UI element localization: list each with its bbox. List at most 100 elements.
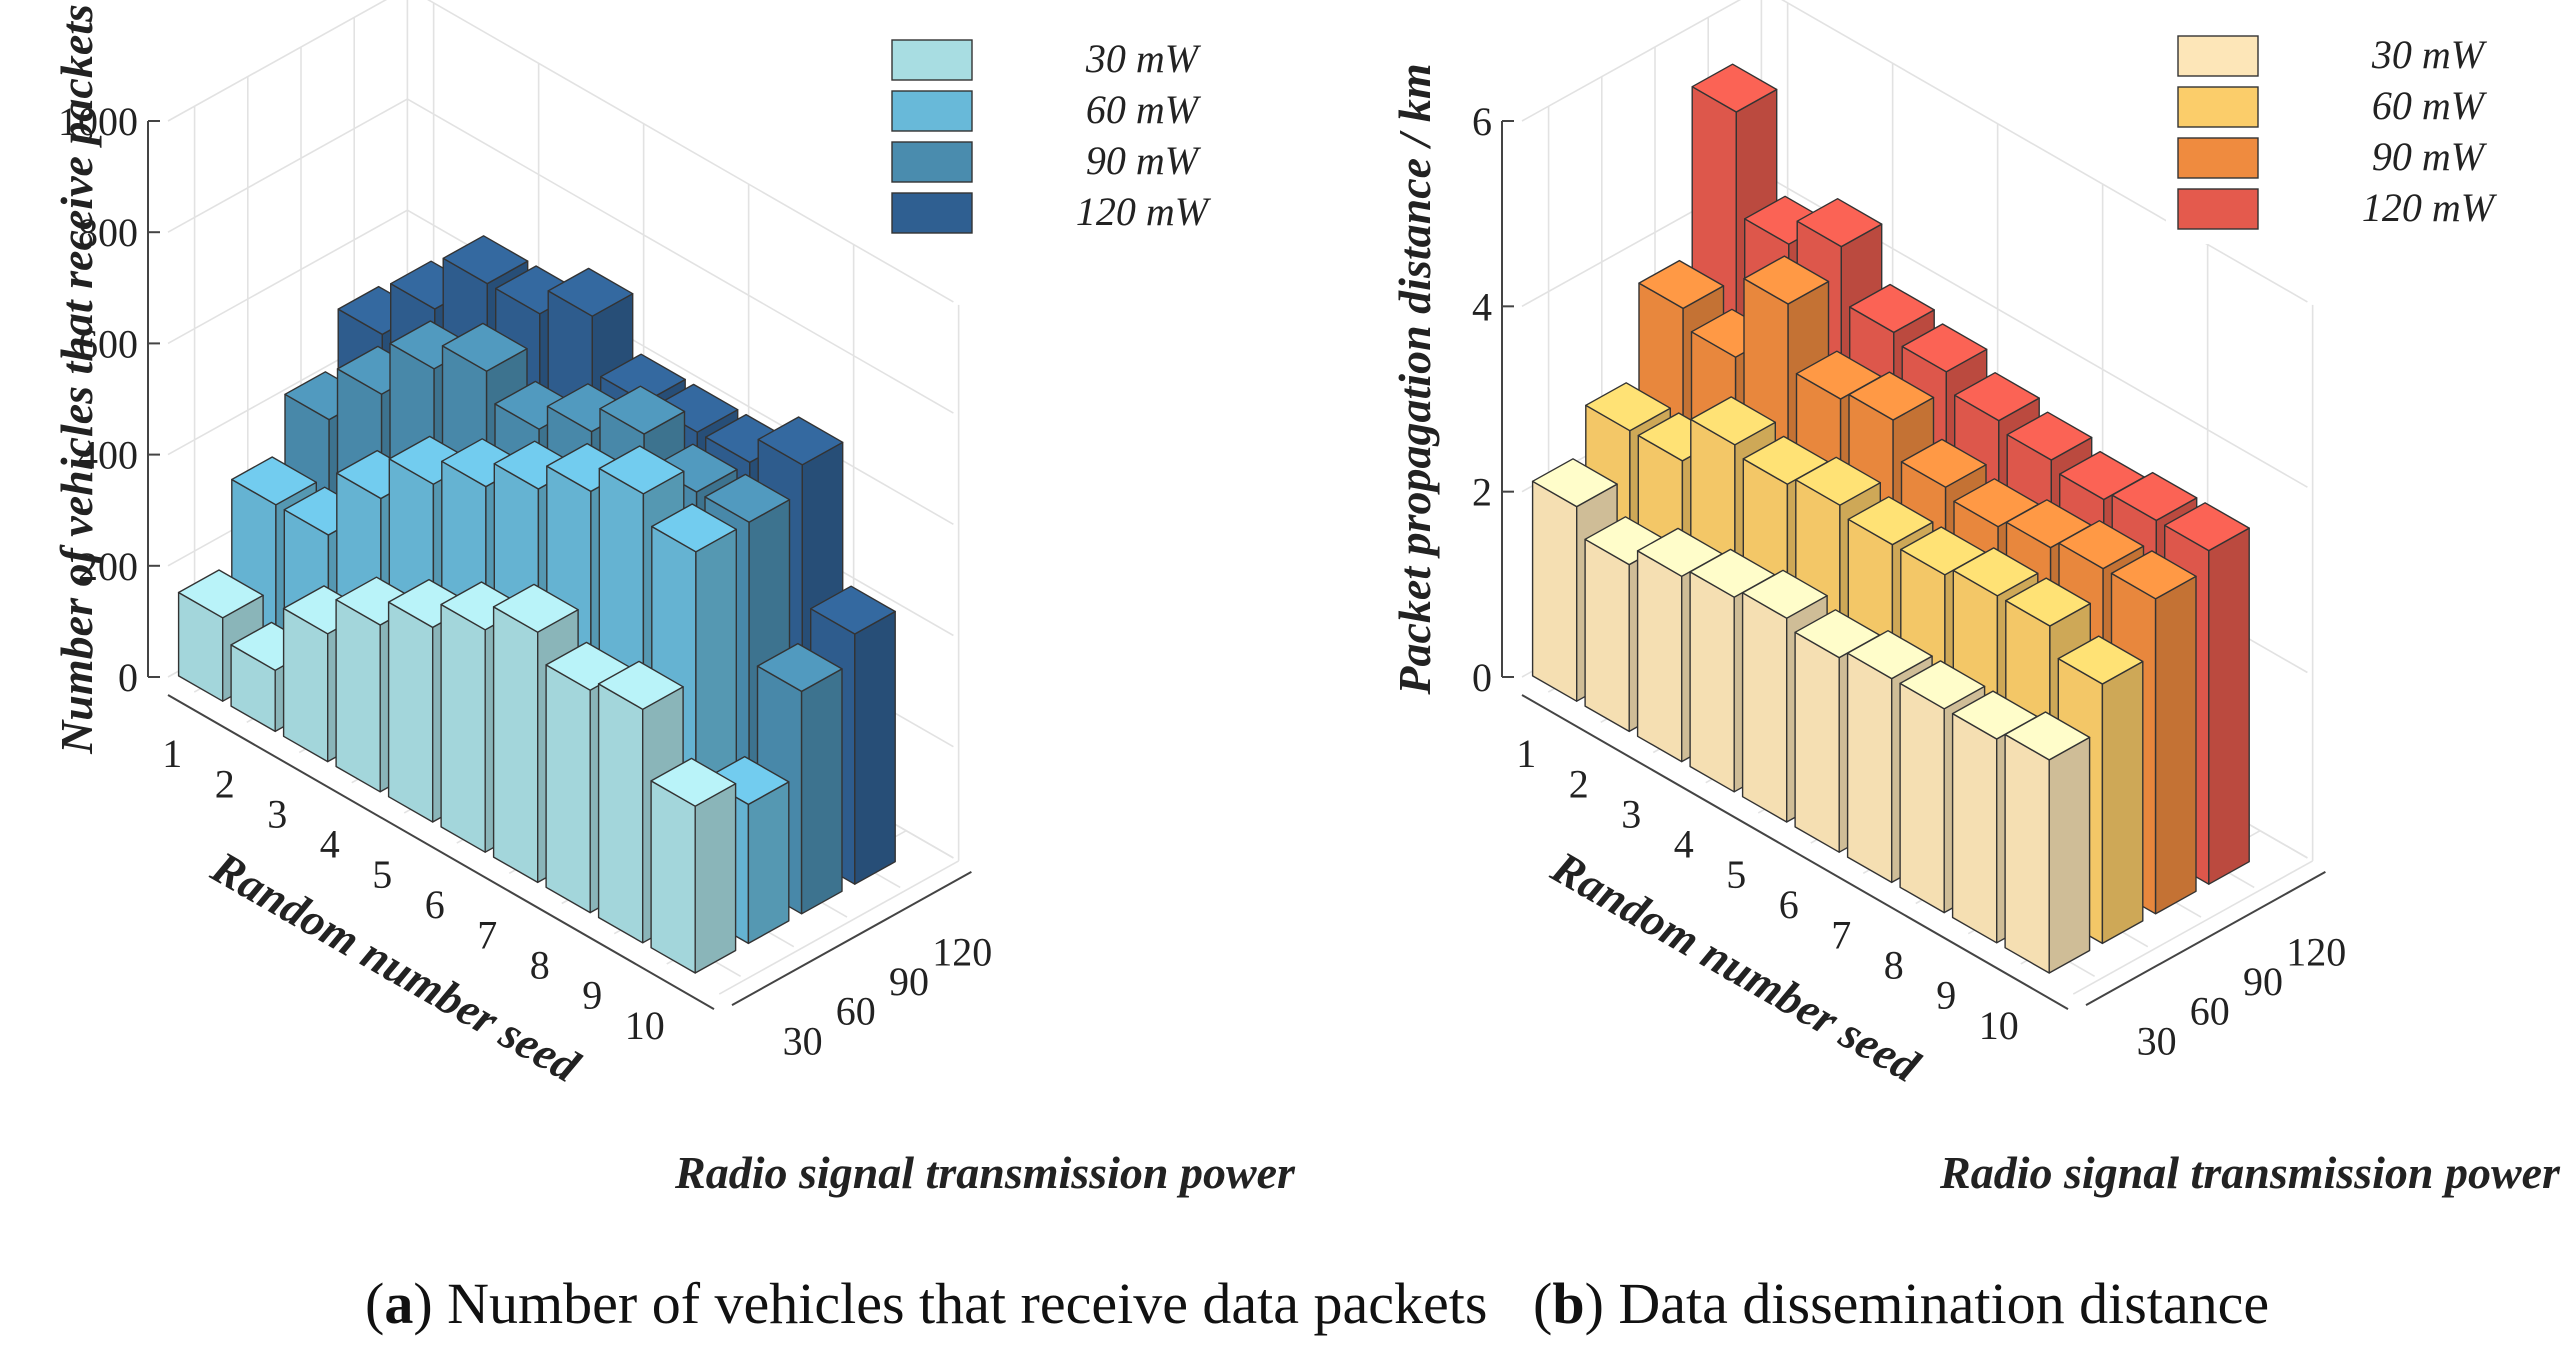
bar-seed-10-power-30 <box>650 757 737 974</box>
seed-tick-label: 1 <box>162 731 182 776</box>
bar-face-front <box>650 780 696 974</box>
bar-face-top <box>598 445 685 495</box>
power-axis-label: Radio signal transmission power <box>1939 1147 2561 1198</box>
bar-face-front <box>1794 631 1840 853</box>
seed-tick-label: 8 <box>530 943 550 988</box>
bar-face-top <box>757 416 844 466</box>
seed-tick-label: 3 <box>267 792 287 837</box>
bar-face-top <box>1585 382 1672 432</box>
legend-label: 120 mW <box>1076 189 1212 234</box>
bar-face-top <box>547 267 634 317</box>
seed-tick-label: 3 <box>1621 792 1641 837</box>
bar-face-side <box>694 783 737 974</box>
bar-face-top <box>1741 569 1828 619</box>
caption-b-text: Data dissemination distance <box>1618 1271 2270 1336</box>
seed-axis-line <box>1521 694 2069 1010</box>
bar-face-top <box>2058 520 2145 570</box>
bar-face-top <box>1638 259 1725 310</box>
legend-label: 90 mW <box>1086 138 1202 183</box>
axes <box>1501 121 2326 1010</box>
caption-a: (a) Number of vehicles that receive data… <box>365 1271 1488 1336</box>
bar-face-top <box>1953 372 2040 422</box>
bar-face-side <box>747 781 790 945</box>
seed-tick-label: 2 <box>1569 761 1589 806</box>
bar-face-side <box>2208 527 2250 885</box>
bar-face-top <box>650 757 737 807</box>
bar-face-front <box>545 664 591 914</box>
bar-face-top <box>2111 471 2198 522</box>
z-tick-label: 0 <box>118 655 138 700</box>
bars <box>1531 63 2250 974</box>
caption-b: (b) Data dissemination distance <box>1533 1271 2270 1336</box>
bar-face-top <box>756 642 843 693</box>
bar-face-side <box>2048 736 2091 974</box>
bar-face-top <box>1846 630 1933 680</box>
bar-face-front <box>492 606 539 884</box>
caption-a-text: Number of vehicles that receive data pac… <box>447 1271 1488 1336</box>
bar-face-top <box>1690 396 1777 446</box>
bar-face-top <box>599 385 686 435</box>
seed-tick-label: 5 <box>1726 852 1746 897</box>
legend-label: 30 mW <box>1085 36 1202 81</box>
bar-face-top <box>1848 283 1935 334</box>
bar-face-top <box>810 585 896 635</box>
bar-face-top <box>1952 547 2039 597</box>
legend-swatch <box>891 192 973 234</box>
bar-face-top <box>2163 502 2250 552</box>
bar-face-side <box>800 668 843 915</box>
bar-face-front <box>1584 538 1630 733</box>
bar-face-top <box>177 569 264 619</box>
bar-face-front <box>440 603 486 853</box>
seed-tick-label: 1 <box>1516 731 1536 776</box>
caption-a-label: a <box>384 1271 414 1336</box>
bar-face-top <box>1848 371 1935 421</box>
power-axis-line <box>2085 871 2326 1006</box>
seed-tick-label: 10 <box>625 1003 665 1048</box>
legend-label: 120 mW <box>2362 185 2498 230</box>
power-tick-label: 120 <box>2286 929 2346 974</box>
seed-tick-label: 6 <box>425 882 445 927</box>
bar-face-front <box>1846 652 1893 884</box>
bar-face-front <box>282 607 329 763</box>
bar-face-front <box>597 683 644 944</box>
legend-swatch <box>2177 137 2259 179</box>
bar-face-top <box>1847 496 1934 546</box>
bar-face-top <box>2057 635 2144 685</box>
power-tick-label: 120 <box>932 929 992 974</box>
seed-tick-label: 7 <box>1831 912 1851 957</box>
z-tick-label: 0 <box>1472 655 1492 700</box>
seed-tick-label: 7 <box>477 912 497 957</box>
bar-face-front <box>1899 682 1945 914</box>
bar-face-front <box>1636 550 1683 763</box>
bar-seed-10-power-30 <box>2004 711 2091 974</box>
bar-face-top <box>2005 577 2092 627</box>
bar-face-side <box>2154 575 2197 915</box>
seed-tick-label: 8 <box>1884 943 1904 988</box>
legend-swatch <box>891 90 973 132</box>
bar-face-top <box>2004 711 2091 761</box>
bar-face-front <box>1689 571 1735 793</box>
bar-face-front <box>335 599 381 793</box>
axes <box>147 121 972 1010</box>
bar-face-top <box>2110 550 2197 600</box>
bar-face-side <box>854 610 896 885</box>
bar-face-front <box>1951 712 1998 944</box>
gridline-z-1000 <box>167 0 954 303</box>
z-axis-label: Number of vehicles that receive packets <box>51 4 102 755</box>
bar-face-front <box>1531 480 1578 702</box>
seed-tick-label: 4 <box>1674 822 1694 867</box>
bar-face-top <box>231 456 317 506</box>
legend-label: 60 mW <box>1086 87 1202 132</box>
bar-face-top <box>704 473 791 523</box>
legend: 30 mW 60 mW 90 mW 120 mW <box>880 32 1240 248</box>
bar-face-front <box>1741 592 1788 823</box>
power-tick-label: 90 <box>2243 959 2283 1004</box>
legend-swatch <box>2177 35 2259 77</box>
legend-label: 60 mW <box>2372 83 2488 128</box>
seed-tick-label: 6 <box>1779 882 1799 927</box>
bar-face-top <box>1795 456 1882 506</box>
legend-swatch <box>2177 188 2259 230</box>
